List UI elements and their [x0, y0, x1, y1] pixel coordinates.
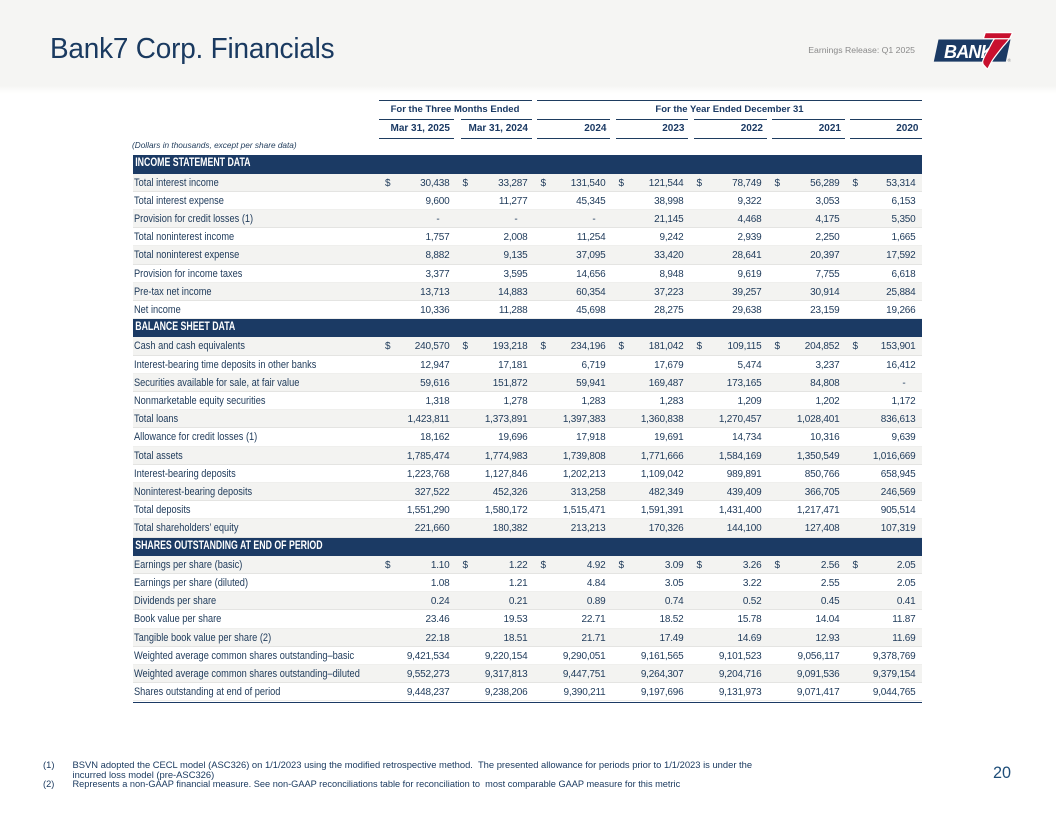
svg-text:BANK: BANK — [944, 42, 996, 62]
svg-text:®: ® — [1008, 57, 1012, 63]
